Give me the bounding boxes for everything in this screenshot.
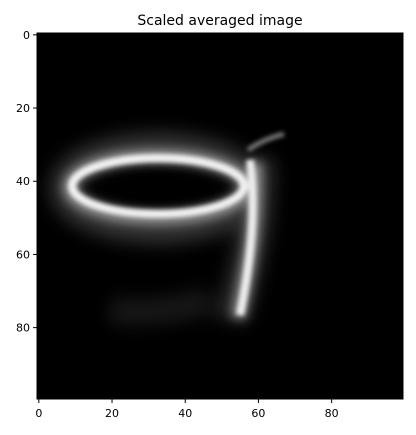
x-tick-label: 20 [105,407,119,420]
x-axis: 0 20 40 60 80 [35,399,339,420]
y-tick-label: 0 [23,29,30,42]
image-frame [36,32,404,400]
y-axis: 0 20 40 60 80 [16,29,37,335]
digit-core [68,131,285,316]
y-tick-label: 40 [16,175,30,188]
x-tick-label: 0 [35,407,42,420]
image-area [36,32,404,400]
y-tick-label: 20 [16,102,30,115]
digit-glyph [50,131,285,325]
x-tick-label: 40 [178,407,192,420]
chart-title: Scaled averaged image [137,13,302,29]
x-tick-label: 60 [251,407,265,420]
x-tick-label: 80 [325,407,339,420]
y-tick-label: 60 [16,248,30,261]
y-tick-label: 80 [16,322,30,335]
